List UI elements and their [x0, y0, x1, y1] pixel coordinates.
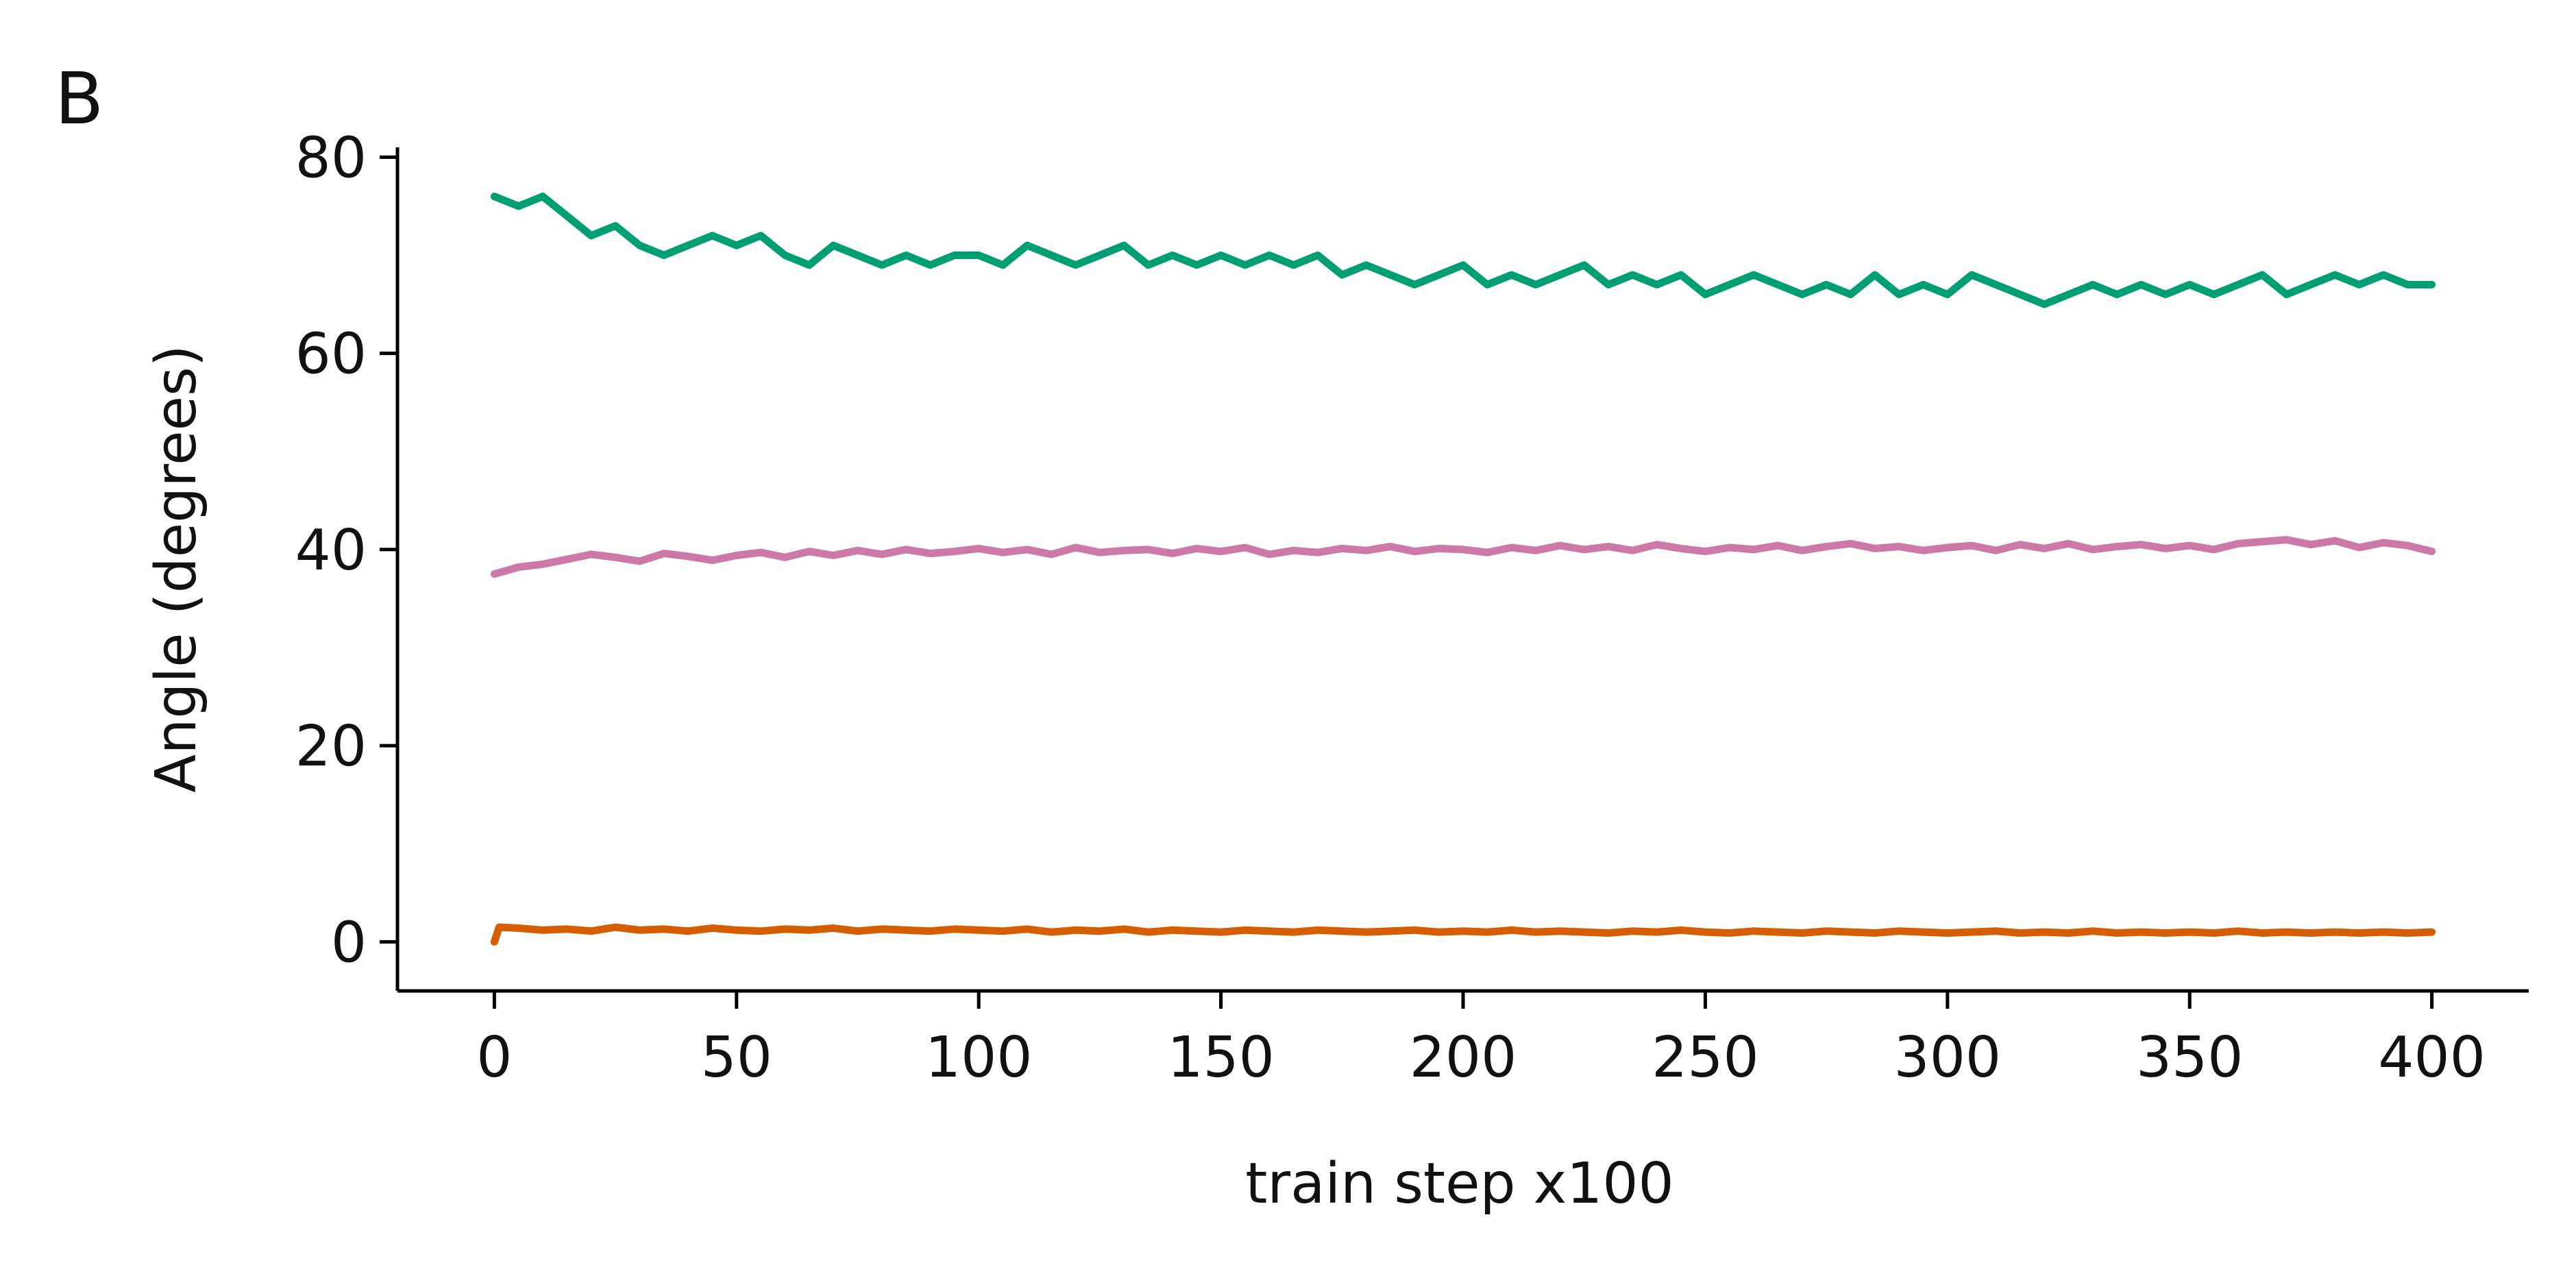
x-tick-label: 50 — [701, 1025, 772, 1090]
y-tick-label: 60 — [295, 322, 367, 387]
series-line-0 — [490, 193, 2436, 308]
series-line-2 — [490, 923, 2436, 946]
y-tick-label: 0 — [331, 910, 367, 975]
x-tick-label: 400 — [2378, 1025, 2486, 1090]
x-tick-label: 250 — [1652, 1025, 1759, 1090]
y-axis-title: Angle (degrees) — [144, 345, 209, 792]
y-tick-label: 20 — [295, 714, 367, 779]
x-axis-title: train step x100 — [1245, 1151, 1673, 1216]
y-ticks: 0 20 40 60 80 — [295, 125, 397, 975]
panel-label: B — [55, 57, 103, 140]
axes — [395, 147, 2529, 993]
x-tick-label: 300 — [1894, 1025, 2002, 1090]
x-tick-label: 350 — [2136, 1025, 2244, 1090]
x-tick-label: 100 — [925, 1025, 1033, 1090]
y-tick-label: 80 — [295, 125, 367, 191]
x-tick-label: 200 — [1410, 1025, 1517, 1090]
x-ticks: 0 50 100 150 200 250 300 350 400 — [476, 991, 2486, 1090]
x-tick-label: 0 — [476, 1025, 512, 1090]
y-tick-label: 40 — [295, 518, 367, 583]
series-layer — [490, 193, 2436, 946]
x-tick-label: 150 — [1167, 1025, 1275, 1090]
series-line-1 — [490, 536, 2436, 578]
